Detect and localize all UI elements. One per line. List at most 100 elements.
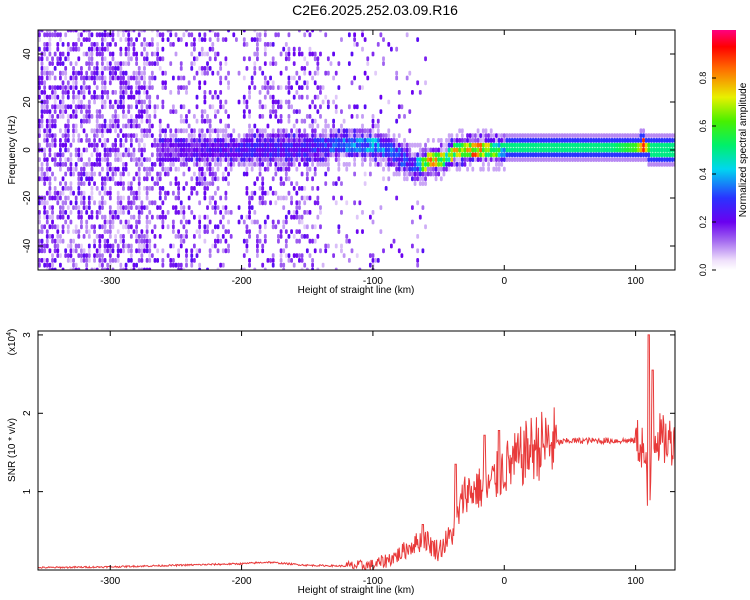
spectrogram-cell	[90, 142, 94, 148]
spectrogram-cell	[284, 176, 288, 182]
spectrogram-cell	[495, 152, 498, 158]
spectrogram-cell	[663, 152, 666, 158]
spectrogram-cell	[182, 205, 186, 210]
spectrogram-cell	[245, 152, 249, 158]
spectrogram-cell	[634, 157, 638, 162]
spectrogram-cell	[292, 94, 296, 100]
spectrogram-cell	[261, 152, 265, 158]
spectrogram-cell	[518, 138, 522, 143]
spectrogram-cell	[122, 152, 125, 158]
spectrogram-cell	[269, 186, 272, 191]
spectrogram-cell	[106, 238, 110, 244]
spectrogram-cell	[101, 205, 104, 210]
spectrogram-cell	[295, 118, 299, 124]
spectrogram-cell	[298, 162, 301, 167]
spectrogram-cell	[101, 258, 104, 263]
spectrogram-cell	[329, 133, 333, 138]
spectrogram-cell	[623, 152, 627, 158]
spectrogram-cell	[140, 229, 144, 234]
spectrogram-cell	[500, 133, 504, 138]
spectrogram-cell	[111, 166, 115, 172]
spectrogram-cell	[143, 90, 146, 95]
spectrogram-cell	[53, 176, 57, 182]
spectrogram-cell	[245, 42, 249, 47]
spectrogram-cell	[72, 30, 75, 33]
spectrogram-cell	[95, 75, 99, 81]
spectrogram-cell	[195, 118, 199, 124]
spectrogram-cell	[397, 104, 401, 110]
spectrogram-cell	[45, 229, 49, 234]
spectrogram-cell	[114, 114, 117, 119]
spectrogram-cell	[161, 157, 165, 162]
spectrogram-cell	[214, 176, 217, 182]
spectrogram-cell	[295, 90, 299, 95]
spectrogram-cell	[187, 205, 191, 210]
spectrogram-cell	[290, 229, 293, 234]
spectrogram-cell	[657, 157, 661, 162]
spectrogram-cell	[56, 248, 60, 254]
spectrogram-cell	[111, 171, 115, 177]
spectrogram-cell	[66, 42, 70, 47]
spectrogram-cell	[610, 147, 614, 153]
spectrogram-cell	[108, 123, 112, 129]
spectrogram-cell	[521, 133, 525, 138]
spectrogram-cell	[516, 147, 519, 153]
snr-x-ticks: -300 -200 -100 0 100	[100, 331, 644, 587]
spectrogram-cell	[221, 234, 225, 239]
spectrogram-cell	[143, 56, 146, 62]
spectrogram-cell	[258, 32, 262, 38]
spectrogram-cell	[64, 210, 68, 215]
spectrogram-cell	[198, 162, 202, 167]
spectrogram-cell	[284, 243, 288, 249]
spectrogram-cell	[324, 171, 328, 177]
spectrogram-cell	[277, 166, 280, 172]
spectrogram-cell	[82, 80, 86, 86]
spectrogram-cell	[660, 147, 664, 153]
spectrogram-cell	[287, 85, 291, 90]
spectrogram-cell	[66, 90, 70, 95]
spectrogram-cell	[413, 171, 417, 177]
spectrogram-cell	[305, 85, 309, 90]
spectrogram-cell	[416, 152, 420, 158]
spectrogram-cell	[143, 128, 146, 134]
spectrogram-cell	[476, 133, 480, 138]
spectrogram-cell	[195, 253, 199, 258]
spectrogram-cell	[114, 157, 117, 162]
spectrogram-cell	[353, 75, 357, 81]
spectrogram-cell	[295, 142, 299, 148]
spectrogram-cell	[384, 162, 388, 167]
spectrogram-cell	[224, 147, 228, 153]
spectrogram-cell	[261, 190, 265, 196]
spectrogram-cell	[108, 75, 112, 81]
spectrogram-cell	[227, 70, 230, 76]
spectrogram-cell	[426, 162, 430, 167]
spectrogram-cell	[106, 229, 110, 234]
spectrogram-cell	[250, 75, 254, 81]
spectrogram-cell	[195, 70, 199, 76]
spectrogram-cell	[153, 258, 157, 263]
spectrogram-cell	[137, 186, 141, 191]
spectrogram-cell	[61, 186, 65, 191]
spectrogram-cell	[158, 123, 162, 129]
spectrogram-cell	[69, 114, 73, 119]
spectrogram-cell	[592, 133, 596, 138]
spectrogram-cell	[642, 157, 645, 162]
spectrogram-cell	[64, 181, 68, 186]
spectrogram-cell	[122, 114, 125, 119]
spectrogram-cell	[221, 262, 225, 268]
spectrogram-cell	[116, 30, 120, 33]
spectrogram-cell	[127, 195, 131, 201]
spectrogram-cell	[334, 267, 338, 270]
spectrogram-cell	[450, 138, 454, 143]
spectrogram-cell	[103, 267, 107, 270]
spectrogram-cell	[408, 109, 412, 114]
spectrogram-cell	[481, 147, 485, 153]
spectrogram-cell	[271, 262, 275, 268]
spectrogram-cell	[287, 118, 291, 124]
spectrogram-cell	[98, 32, 102, 38]
spectrogram-cell	[51, 234, 54, 239]
spectrogram-cell	[429, 152, 433, 158]
spectrogram-cell	[74, 147, 78, 153]
spectrogram-cell	[72, 94, 75, 100]
spectrogram-cell	[389, 142, 393, 148]
